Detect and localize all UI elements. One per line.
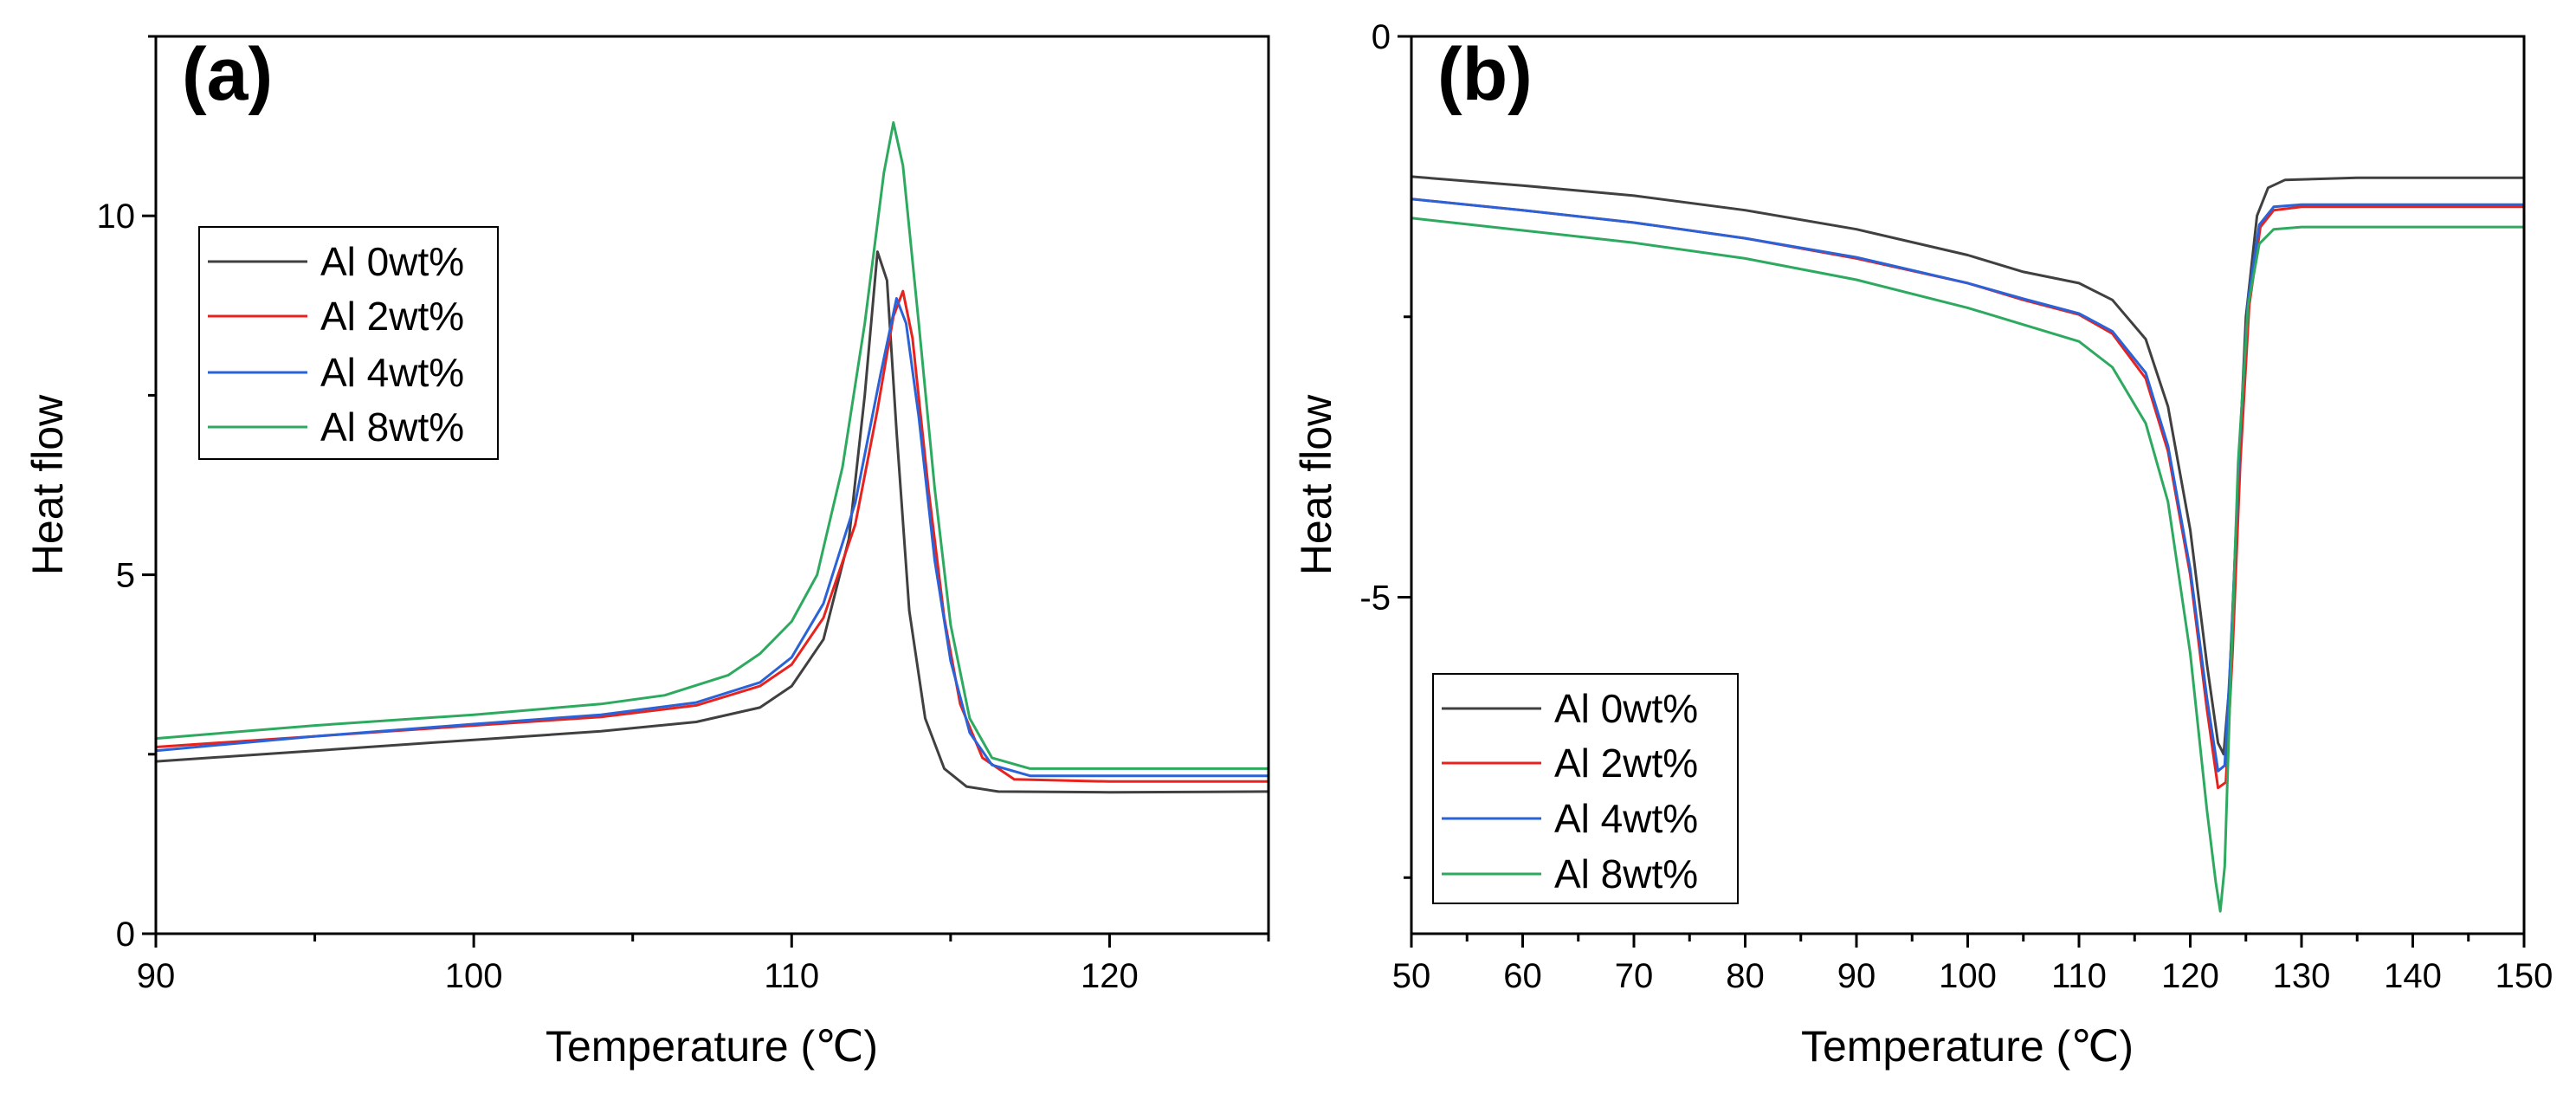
panel-b-xtick-label: 60 — [1503, 957, 1542, 995]
panel-b-xtick-label: 150 — [2495, 957, 2553, 995]
panel-a-series-line-0 — [155, 250, 1269, 794]
panel-b-xtick-label: 100 — [1939, 957, 1997, 995]
panel-b-ytick-label: -5 — [1359, 579, 1391, 618]
panel-a-xtick-label: 110 — [764, 957, 819, 995]
panel-a-xtick-label: 100 — [445, 957, 503, 995]
panel-b-series-line-0 — [1411, 175, 2524, 756]
panel-b-xtick-label: 90 — [1837, 957, 1876, 995]
panel-a-legend-label-2: Al 4wt% — [320, 350, 464, 395]
panel-b-series-group — [1411, 175, 2524, 913]
panel-b-ytick-label: 0 — [1372, 18, 1391, 56]
panel-b-series-line-3 — [1411, 217, 2524, 913]
panel-b-legend: Al 0wt% Al 2wt% Al 4wt% Al 8wt% — [1432, 673, 1739, 904]
panel-a-legend-label-3: Al 8wt% — [320, 404, 464, 450]
panel-a-ytick-label: 5 — [116, 557, 135, 595]
panel-a-series-line-2 — [155, 297, 1269, 778]
panel-a-chart: 90 100 110 120 0 5 10 (a) Temperature (℃) Heat… — [23, 33, 1270, 1071]
panel-a-ylabel: Heat flow — [23, 394, 72, 575]
panel-a-legend: Al 0wt% Al 2wt% Al 4wt% Al 8wt% — [198, 226, 499, 460]
panel-b-legend-label-2: Al 4wt% — [1554, 796, 1698, 841]
panel-b-xtick-label: 50 — [1392, 957, 1431, 995]
panel-b-xlabel: Temperature (℃) — [1801, 1022, 2134, 1071]
panel-b-series-line-2 — [1411, 197, 2524, 773]
panel-a-series-line-1 — [155, 289, 1269, 783]
panel-a-plot-frame — [154, 35, 1270, 935]
panel-b-xtick-label: 140 — [2384, 957, 2442, 995]
panel-b-ticks: 50 60 70 80 90 100 110 120 130 140 150 0 -5 — [1359, 18, 2553, 995]
panel-b-legend-box — [1432, 673, 1739, 904]
panel-a-xtick-label: 90 — [137, 957, 176, 995]
panel-b-legend-label-3: Al 8wt% — [1554, 851, 1698, 896]
panel-a-legend-label-0: Al 0wt% — [320, 239, 464, 284]
panel-b-xtick-label: 80 — [1726, 957, 1765, 995]
panel-b-ylabel: Heat flow — [1292, 394, 1340, 575]
panel-a-ytick-label: 0 — [116, 916, 135, 954]
panel-a-xlabel: Temperature (℃) — [546, 1022, 878, 1071]
panel-b-xtick-label: 70 — [1615, 957, 1654, 995]
panel-a-label: (a) — [182, 33, 273, 116]
panel-b-legend-label-1: Al 2wt% — [1554, 741, 1698, 786]
panel-b-chart: 50 60 70 80 90 100 110 120 130 140 150 0 -5 (b) Temp… — [1292, 18, 2553, 1071]
panel-a-ytick-label: 10 — [97, 197, 136, 236]
panel-a-xtick-label: 120 — [1081, 957, 1139, 995]
panel-a-series-group — [155, 121, 1269, 794]
panel-a-legend-label-1: Al 2wt% — [320, 294, 464, 339]
panel-a-series-line-3 — [155, 121, 1269, 770]
panel-b-legend-label-0: Al 0wt% — [1554, 686, 1698, 731]
panel-a-ticks: 90 100 110 120 0 5 10 — [97, 35, 1270, 995]
panel-b-xtick-label: 120 — [2161, 957, 2219, 995]
panel-b-xtick-label: 110 — [2051, 957, 2107, 995]
panel-a-legend-box — [198, 226, 499, 460]
panel-b-xtick-label: 130 — [2273, 957, 2331, 995]
panel-b-label: (b) — [1437, 33, 1533, 116]
